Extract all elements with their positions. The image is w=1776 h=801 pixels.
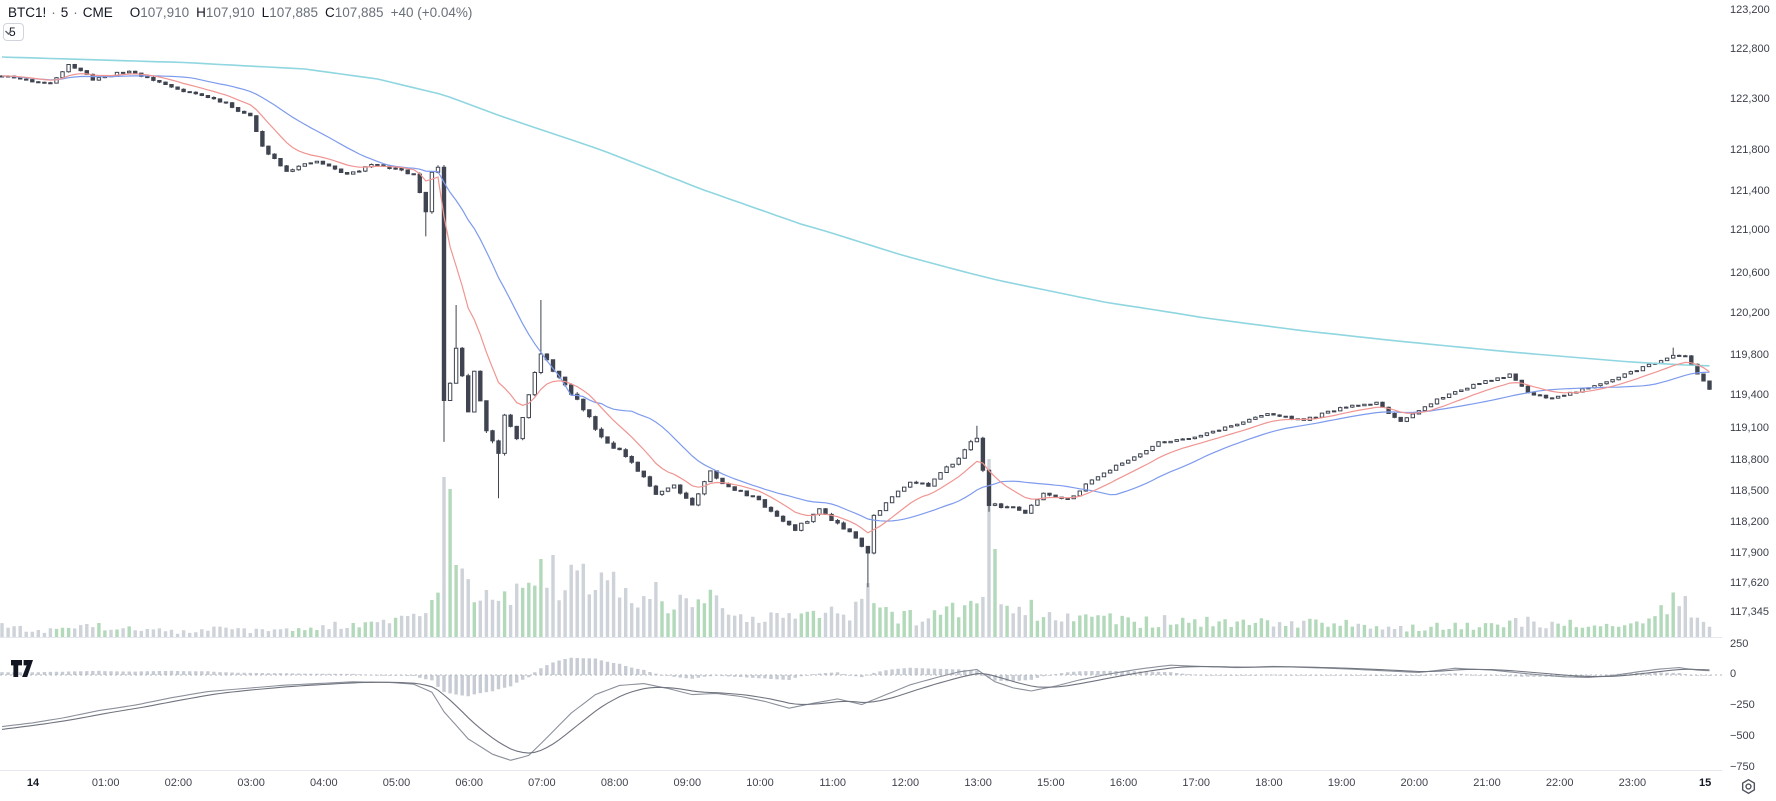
time-tick-label: 14 bbox=[26, 777, 40, 789]
price-tick-label: 123,200 bbox=[1730, 4, 1770, 16]
price-tick-label: 120,200 bbox=[1730, 307, 1770, 319]
price-tick-label: 120,600 bbox=[1730, 267, 1770, 279]
macd-line bbox=[1, 664, 1710, 761]
high-label: H bbox=[196, 5, 206, 20]
time-tick-label: 09:00 bbox=[673, 777, 702, 789]
time-tick-label: 19:00 bbox=[1327, 777, 1356, 789]
tradingview-logo-icon[interactable] bbox=[10, 658, 34, 679]
time-tick-label: 08:00 bbox=[600, 777, 629, 789]
price-axis[interactable] bbox=[1722, 0, 1776, 770]
time-axis-separator bbox=[0, 770, 1722, 771]
volume-bars-up bbox=[54, 489, 1675, 637]
candle-wicks bbox=[1, 63, 1710, 588]
price-tick-label: 122,800 bbox=[1730, 43, 1770, 55]
macd-signal-line bbox=[1, 666, 1710, 754]
time-tick-label: 04:00 bbox=[310, 777, 338, 789]
close-label: C bbox=[325, 5, 335, 20]
price-tick-label: 117,620 bbox=[1730, 577, 1769, 589]
macd-histogram bbox=[0, 657, 1712, 697]
high-value: 107,910 bbox=[205, 5, 255, 20]
time-tick-label: 01:00 bbox=[91, 777, 120, 789]
macd-tick-label: −500 bbox=[1730, 730, 1755, 742]
price-tick-label: 117,900 bbox=[1730, 547, 1769, 559]
volume-bars-down bbox=[0, 459, 1712, 637]
time-tick-label: 20:00 bbox=[1400, 777, 1429, 789]
price-tick-label: 121,400 bbox=[1730, 185, 1770, 197]
exchange-name[interactable]: CME bbox=[82, 5, 113, 20]
macd-tick-label: 250 bbox=[1730, 638, 1749, 650]
price-tick-label: 119,800 bbox=[1730, 349, 1769, 361]
macd-tick-label: 0 bbox=[1730, 668, 1737, 680]
macd-tick-label: −750 bbox=[1730, 761, 1755, 773]
fast-ma-line bbox=[2, 73, 1710, 534]
time-tick-label: 21:00 bbox=[1473, 777, 1501, 789]
long-ma-line bbox=[1, 56, 1710, 367]
time-tick-label: 23:00 bbox=[1618, 777, 1647, 789]
time-tick-label: 15:00 bbox=[1037, 777, 1065, 789]
gear-icon[interactable] bbox=[1740, 778, 1757, 795]
slow-ma-line bbox=[2, 75, 1710, 522]
symbol-legend: BTC1! · 5 · CME O107,910 H107,910 L107,885 C107,… bbox=[8, 5, 473, 20]
time-tick-label: 16:00 bbox=[1109, 777, 1138, 789]
candles-up bbox=[54, 64, 1676, 554]
price-tick-label: 119,100 bbox=[1730, 422, 1769, 434]
open-value: 107,910 bbox=[140, 5, 190, 20]
time-tick-label: 13:00 bbox=[964, 777, 992, 789]
time-tick-label: 22:00 bbox=[1545, 777, 1574, 789]
time-tick-label: 02:00 bbox=[164, 777, 193, 789]
interval-chip-label: 5 bbox=[9, 25, 16, 39]
price-tick-label: 121,800 bbox=[1730, 144, 1770, 156]
time-tick-label: 15 bbox=[1698, 777, 1712, 789]
close-value: 107,885 bbox=[334, 5, 384, 20]
interval-value[interactable]: 5 bbox=[60, 5, 69, 20]
price-tick-label: 118,800 bbox=[1730, 454, 1769, 466]
price-tick-label: 122,300 bbox=[1730, 93, 1770, 105]
price-tick-label: 117,345 bbox=[1730, 606, 1769, 618]
open-label: O bbox=[129, 5, 141, 20]
time-tick-label: 06:00 bbox=[455, 777, 483, 789]
time-tick-label: 11:00 bbox=[819, 777, 847, 789]
time-tick-label: 10:00 bbox=[746, 777, 774, 789]
interval-chip-button[interactable]: 5 bbox=[3, 23, 24, 41]
price-tick-label: 118,500 bbox=[1730, 485, 1769, 497]
time-tick-label: 07:00 bbox=[528, 777, 556, 789]
price-tick-label: 119,400 bbox=[1730, 389, 1769, 401]
time-tick-label: 03:00 bbox=[237, 777, 265, 789]
time-tick-label: 12:00 bbox=[891, 777, 920, 789]
time-tick-label: 17:00 bbox=[1182, 777, 1210, 789]
time-tick-label: 18:00 bbox=[1255, 777, 1283, 789]
macd-tick-label: −250 bbox=[1730, 699, 1755, 711]
change-value: +40 (+0.04%) bbox=[390, 5, 473, 20]
time-tick-label: 05:00 bbox=[382, 777, 411, 789]
pane-separator[interactable] bbox=[0, 637, 1722, 638]
symbol-name[interactable]: BTC1! bbox=[8, 5, 47, 20]
low-value: 107,885 bbox=[269, 5, 318, 20]
price-tick-label: 118,200 bbox=[1730, 516, 1769, 528]
price-tick-label: 121,000 bbox=[1730, 224, 1770, 236]
chevron-down-icon bbox=[5, 30, 12, 35]
candles-down bbox=[0, 64, 1712, 554]
low-label: L bbox=[261, 5, 270, 20]
